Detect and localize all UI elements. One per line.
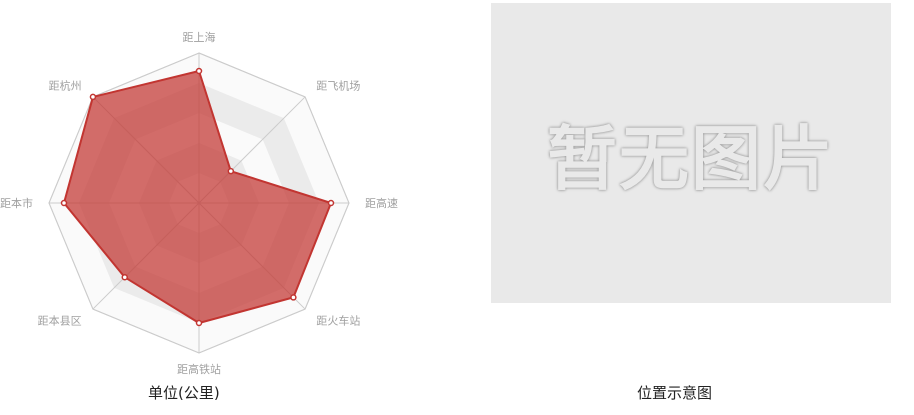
- radar-axis-label: 距火车站: [316, 313, 360, 327]
- image-caption: 位置示意图: [637, 384, 713, 402]
- radar-data-point[interactable]: [227, 167, 235, 175]
- radar-axis-label: 距高速: [365, 196, 398, 210]
- radar-axis-label: 距本市: [0, 196, 33, 210]
- radar-data-point[interactable]: [290, 294, 297, 301]
- radar-series: [60, 67, 335, 327]
- radar-axis-label: 距上海: [183, 30, 216, 44]
- radar-data-point[interactable]: [195, 67, 203, 75]
- radar-data-point[interactable]: [121, 273, 129, 281]
- radar-data-point[interactable]: [195, 319, 203, 327]
- radar-axis-label: 距杭州: [49, 79, 82, 93]
- radar-axis-label: 距飞机场: [316, 79, 360, 93]
- no-image-text: 暂无图片: [547, 117, 835, 200]
- radar-axis-label: 距高铁站: [177, 362, 221, 376]
- radar-outer-ring: [48, 52, 350, 354]
- radar-outline: [48, 52, 350, 354]
- radar-data-point[interactable]: [89, 93, 97, 101]
- radar-data-point[interactable]: [60, 199, 68, 207]
- radar-data-point[interactable]: [327, 199, 335, 207]
- image-placeholder: 暂无图片: [491, 3, 891, 303]
- radar-caption: 单位(公里): [148, 384, 220, 402]
- radar-axis-label: 距本县区: [38, 313, 82, 327]
